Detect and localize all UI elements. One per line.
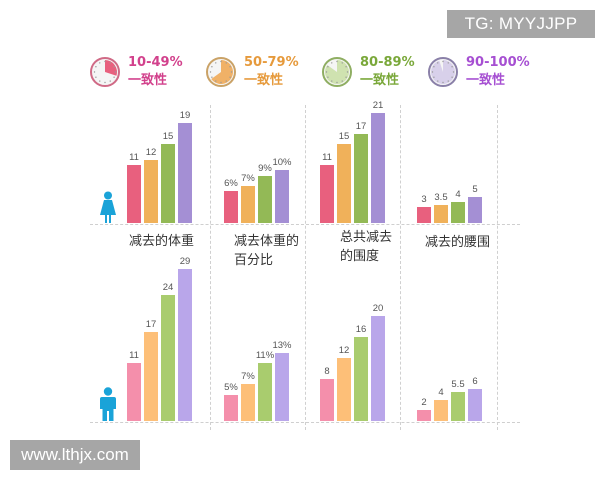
- bar-value-label: 7%: [241, 173, 255, 184]
- bar: [417, 410, 431, 421]
- legend-label: 80-89% 一致性: [360, 55, 415, 88]
- bar-value-label: 11%: [255, 350, 275, 361]
- bar: [434, 400, 448, 421]
- bar-value-label: 29: [179, 256, 191, 267]
- bar: [354, 337, 368, 421]
- legend-label: 50-79% 一致性: [244, 55, 299, 88]
- bar-value-label: 11: [322, 152, 332, 163]
- bar: [337, 358, 351, 421]
- bar: [258, 176, 272, 223]
- watermark-top: TG: MYYJJPP: [447, 10, 595, 38]
- bar-value-label: 24: [162, 282, 174, 293]
- legend: 10-49% 一致性 50-79% 一致性 80-89% 一致性 90-100% 一致性: [90, 52, 550, 96]
- bar-value-label: 3: [421, 194, 427, 205]
- bar-value-label: 6%: [224, 178, 238, 189]
- baseline-bottom: [90, 422, 520, 423]
- bar-value-label: 8: [324, 366, 330, 377]
- bar-value-label: 21: [372, 100, 384, 111]
- category-label: 减去的腰围: [425, 235, 491, 250]
- bar-value-label: 3.5: [434, 192, 448, 203]
- bar: [224, 191, 238, 223]
- bar-value-label: 5: [472, 184, 478, 195]
- bar: [320, 379, 334, 421]
- bar: [178, 269, 192, 421]
- clock-icon: [206, 57, 236, 87]
- bar-value-label: 7%: [241, 371, 255, 382]
- bar-value-label: 10%: [272, 157, 292, 168]
- legend-label: 10-49% 一致性: [128, 55, 183, 88]
- bar-value-label: 19: [179, 110, 191, 121]
- bar-value-label: 4: [455, 189, 461, 200]
- bar: [468, 197, 482, 223]
- bar-value-label: 17: [355, 121, 367, 132]
- bar-value-label: 11: [129, 350, 139, 361]
- bar: [337, 144, 351, 223]
- bar: [144, 160, 158, 223]
- bar-value-label: 5%: [224, 382, 238, 393]
- grid-vline: [400, 105, 401, 430]
- bar: [451, 202, 465, 223]
- bar-value-label: 6: [472, 376, 478, 387]
- bar: [258, 363, 272, 421]
- bar: [275, 170, 289, 223]
- watermark-bottom: www.lthjx.com: [10, 440, 140, 470]
- bar: [417, 207, 431, 223]
- bar-value-label: 17: [145, 319, 157, 330]
- bar-value-label: 12: [145, 147, 157, 158]
- bar-value-label: 16: [355, 324, 367, 335]
- clock-icon: [428, 57, 458, 87]
- bar: [127, 165, 141, 223]
- grid-vline: [210, 105, 211, 430]
- baseline-top: [90, 224, 520, 225]
- bar-value-label: 15: [338, 131, 350, 142]
- bar: [451, 392, 465, 421]
- bar-value-label: 4: [438, 387, 444, 398]
- bar-value-label: 13%: [272, 340, 292, 351]
- category-label: 减去的体重: [129, 234, 195, 249]
- grid-vline: [497, 105, 498, 430]
- bar: [161, 144, 175, 223]
- bar-value-label: 9%: [258, 163, 272, 174]
- female-person-icon: [100, 191, 116, 223]
- clock-icon: [90, 57, 120, 87]
- bar-value-label: 12: [338, 345, 350, 356]
- bar-value-label: 20: [372, 303, 384, 314]
- bar: [144, 332, 158, 421]
- bar-value-label: 15: [162, 131, 174, 142]
- bar: [241, 186, 255, 223]
- category-label: 减去体重的 百分比: [234, 234, 300, 268]
- category-label: 总共减去 的围度: [340, 230, 393, 264]
- grid-vline: [305, 105, 306, 430]
- male-person-icon: [100, 387, 116, 421]
- bar: [178, 123, 192, 223]
- bar-value-label: 5.5: [451, 379, 465, 390]
- bar: [161, 295, 175, 421]
- bar: [127, 363, 141, 421]
- bar: [275, 353, 289, 421]
- bar: [354, 134, 368, 223]
- bar: [434, 205, 448, 223]
- bar: [371, 316, 385, 421]
- bar: [320, 165, 334, 223]
- legend-label: 90-100% 一致性: [466, 55, 530, 88]
- bar: [468, 389, 482, 421]
- clock-icon: [322, 57, 352, 87]
- bar: [224, 395, 238, 421]
- bar: [371, 113, 385, 223]
- bar-value-label: 11: [129, 152, 139, 163]
- bar: [241, 384, 255, 421]
- bar-value-label: 2: [421, 397, 427, 408]
